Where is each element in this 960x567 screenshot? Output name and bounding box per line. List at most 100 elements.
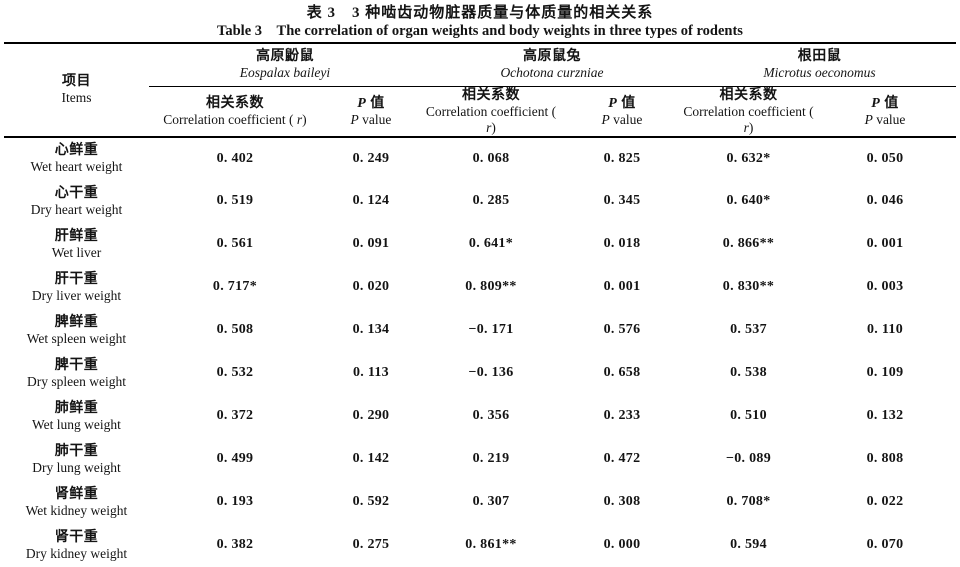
- subheader-row: 相关系数 Correlation coefficient ( r) P 值 P …: [4, 86, 957, 138]
- value-cell: 0. 825: [603, 150, 641, 166]
- value-cell: 0. 519: [216, 193, 254, 208]
- row-label: 肺干重 Dry lung weight: [4, 438, 149, 481]
- value-cell: 0. 142: [352, 451, 390, 466]
- value-cell: 0. 641*: [468, 236, 514, 251]
- corr-en-prefix: Correlation coefficient (: [163, 111, 297, 127]
- value-cell: 0. 632*: [726, 150, 771, 166]
- row-label-zh: 肺干重: [54, 443, 99, 459]
- value-cell: 0. 472: [603, 451, 641, 466]
- p-var: P: [357, 95, 367, 111]
- value-cell: 0. 658: [603, 365, 641, 380]
- value-cell: 0. 717*: [212, 279, 258, 294]
- value-cell: 0. 124: [352, 193, 390, 208]
- value-cell: 0. 134: [352, 322, 390, 337]
- value-cell: 0. 022: [866, 494, 904, 509]
- row-label-zh: 脾干重: [54, 357, 99, 373]
- p-var: P: [350, 111, 359, 127]
- row-label-zh: 肝鲜重: [54, 228, 99, 244]
- col-header-items-en: Items: [61, 90, 92, 106]
- value-cell: 0. 809**: [465, 279, 517, 294]
- group-header-microtus-oeconomus: 根田鼠 Microtus oeconomus: [683, 43, 957, 87]
- p-zh: P 值: [321, 95, 421, 112]
- value-cell: 0. 113: [352, 365, 389, 380]
- p-en: P value: [561, 112, 683, 128]
- value-cell: 0. 110: [866, 322, 904, 337]
- corr-en-var: r: [486, 119, 492, 135]
- group-latin: Ochotona curzniae: [500, 65, 604, 81]
- value-cell: 0. 532: [216, 365, 254, 380]
- table-row: 心干重 Dry heart weight 0. 519 0. 124 0. 28…: [4, 180, 956, 223]
- table-row: 脾干重 Dry spleen weight 0. 532 0. 113 −0. …: [4, 352, 956, 395]
- corr-en-var: r: [743, 119, 749, 135]
- col-header-items: 项目 Items: [3, 43, 149, 138]
- value-cell: 0. 861**: [465, 537, 517, 552]
- value-cell: 0. 866**: [722, 236, 775, 251]
- value-cell: 0. 808: [866, 451, 904, 466]
- p-en-rest: value: [358, 111, 392, 127]
- row-label: 肾干重 Dry kidney weight: [4, 524, 149, 567]
- value-cell: 0. 003: [866, 279, 904, 294]
- value-cell: 0. 020: [352, 279, 390, 294]
- row-label: 脾鲜重 Wet spleen weight: [4, 309, 149, 352]
- group-zh: 根田鼠: [797, 49, 842, 65]
- group-header-eospalax-baileyi: 高原鼢鼠 Eospalax baileyi: [148, 43, 421, 87]
- col-header-pvalue-3: P 值 P value: [814, 86, 957, 138]
- row-label-zh: 心鲜重: [54, 143, 99, 158]
- row-label: 心干重 Dry heart weight: [4, 180, 149, 223]
- p-zh: P 值: [561, 95, 683, 112]
- row-label: 肝干重 Dry liver weight: [4, 266, 149, 309]
- value-cell: 0. 561: [216, 236, 254, 251]
- row-label-zh: 肝干重: [54, 271, 99, 287]
- value-cell: 0. 308: [603, 494, 641, 509]
- p-en: P value: [321, 112, 421, 128]
- value-cell: −0. 136: [468, 365, 514, 380]
- value-cell: 0. 070: [866, 537, 904, 552]
- row-label-zh: 脾鲜重: [54, 314, 99, 330]
- row-label-en: Wet heart weight: [30, 159, 123, 174]
- col-header-items-zh: 项目: [61, 74, 91, 90]
- row-label-zh: 肾鲜重: [54, 486, 99, 502]
- value-cell: 0. 046: [866, 193, 904, 208]
- value-cell: 0. 000: [603, 537, 641, 552]
- row-label-en: Dry heart weight: [30, 201, 123, 217]
- value-cell: 0. 233: [603, 408, 641, 423]
- col-header-corr-3: 相关系数 Correlation coefficient ( r): [683, 86, 814, 138]
- p-en-rest: value: [609, 111, 643, 127]
- corr-en-suffix: ): [491, 119, 496, 135]
- value-cell: 0. 640*: [726, 193, 771, 208]
- corr-en-suffix: ): [302, 111, 307, 127]
- row-label: 肾鲜重 Wet kidney weight: [4, 481, 149, 524]
- p-var: P: [871, 95, 881, 111]
- table-row: 肾干重 Dry kidney weight 0. 382 0. 275 0. 8…: [4, 524, 956, 567]
- table-title-zh: 表 3 3 种啮齿动物脏器质量与体质量的相关关系: [306, 5, 654, 21]
- row-label-en: Wet kidney weight: [25, 502, 128, 518]
- p-zh-rest: 值: [880, 95, 899, 111]
- row-label-en: Dry kidney weight: [25, 545, 128, 561]
- value-cell: −0. 171: [468, 322, 514, 337]
- value-cell: 0. 402: [216, 150, 254, 166]
- corr-en: Correlation coefficient ( r): [149, 112, 321, 128]
- group-latin: Microtus oeconomus: [763, 65, 876, 81]
- value-cell: 0. 290: [352, 408, 390, 423]
- value-cell: 0. 356: [472, 408, 510, 423]
- col-header-corr-1: 相关系数 Correlation coefficient ( r): [148, 86, 321, 138]
- p-zh-rest: 值: [366, 95, 385, 111]
- group-zh: 高原鼠兔: [522, 49, 581, 65]
- correlation-table: 项目 Items 高原鼢鼠 Eospalax baileyi 高原鼠兔 Ocho…: [3, 42, 957, 567]
- value-cell: 0. 592: [352, 494, 390, 509]
- corr-zh: 相关系数: [205, 95, 264, 111]
- p-var: P: [601, 111, 610, 127]
- value-cell: 0. 307: [472, 494, 510, 509]
- row-label: 肝鲜重 Wet liver: [4, 223, 149, 266]
- value-cell: 0. 345: [603, 193, 641, 208]
- value-cell: 0. 219: [472, 451, 510, 466]
- corr-en-var: r: [296, 111, 303, 127]
- p-en: P value: [814, 112, 956, 128]
- row-label-en: Wet liver: [51, 244, 102, 260]
- value-cell: 0. 275: [352, 537, 390, 552]
- row-label-en: Wet lung weight: [32, 416, 121, 432]
- value-cell: 0. 050: [866, 150, 904, 166]
- row-label-en: Dry liver weight: [31, 287, 122, 303]
- row-label-en: Dry spleen weight: [26, 373, 126, 389]
- value-cell: 0. 382: [216, 537, 254, 552]
